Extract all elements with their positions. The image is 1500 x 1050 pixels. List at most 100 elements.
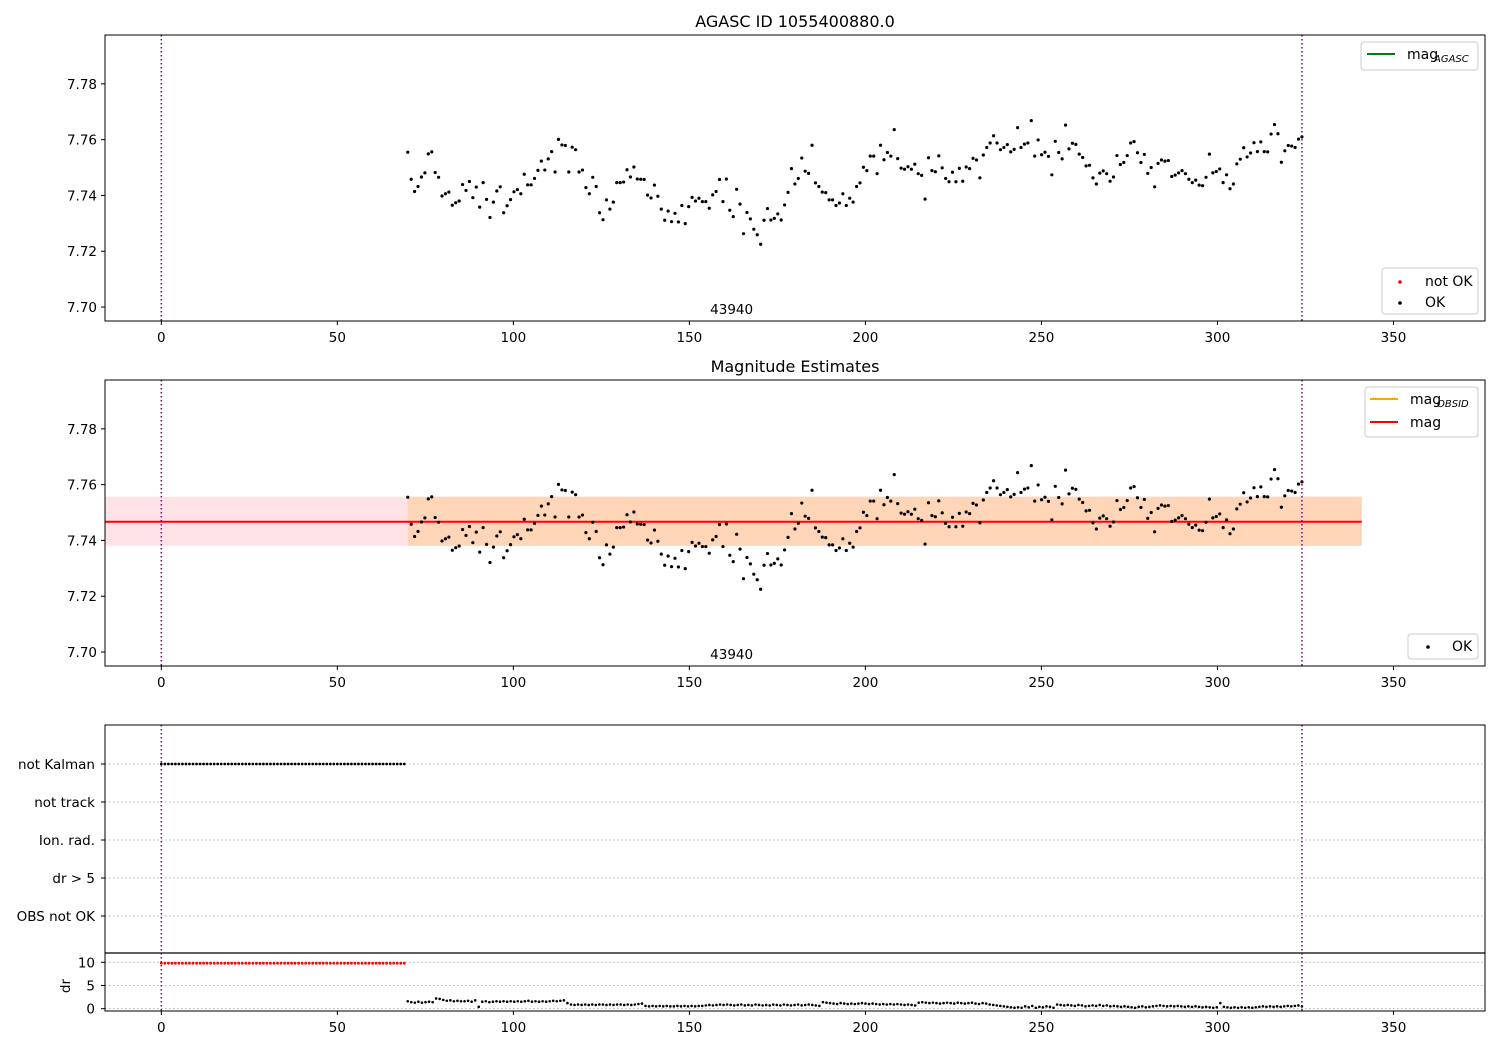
- data-point-ok: [1026, 486, 1030, 490]
- dr-point-ok: [981, 1001, 984, 1005]
- dr-point-ok: [942, 1001, 945, 1005]
- dr-point-not-ok: [402, 961, 406, 965]
- data-point-ok: [988, 486, 992, 490]
- dr-point-ok: [1123, 1005, 1126, 1008]
- dr-point-ok: [1297, 1004, 1300, 1007]
- data-point-ok: [1098, 516, 1102, 520]
- data-point-ok: [1111, 520, 1116, 524]
- data-point-ok: [741, 232, 746, 236]
- data-point-ok: [669, 565, 674, 569]
- p2-ytick-label: 7.78: [67, 422, 97, 438]
- p1-xtick-label: 150: [676, 330, 702, 346]
- dr-point-ok: [1236, 1006, 1240, 1010]
- dr-point-ok: [938, 1002, 942, 1005]
- data-point-ok: [539, 504, 543, 508]
- flag-point: [184, 762, 188, 766]
- dr-point-ok: [857, 1002, 860, 1005]
- data-point-ok: [471, 196, 475, 200]
- dr-point-ok: [1109, 1005, 1112, 1008]
- dr-point-ok: [1091, 1004, 1094, 1007]
- p4-xtick-label: 100: [500, 1020, 526, 1036]
- dr-point-not-ok: [258, 961, 262, 965]
- data-point-ok: [1286, 488, 1290, 493]
- dr-point-ok: [505, 1000, 509, 1004]
- data-point-ok: [1266, 495, 1270, 499]
- dr-point-ok: [477, 1005, 481, 1009]
- data-point-ok: [693, 544, 698, 548]
- dr-point-ok: [821, 1000, 825, 1004]
- dr-point-not-ok: [209, 961, 213, 965]
- data-point-ok: [868, 499, 872, 503]
- data-point-ok: [1207, 152, 1212, 156]
- dr-point-ok: [736, 1003, 740, 1007]
- data-point-ok: [1187, 522, 1191, 526]
- flag-point: [325, 762, 329, 766]
- dr-point-ok: [889, 1002, 892, 1006]
- data-point-ok: [680, 548, 684, 553]
- dr-point-ok: [1133, 1006, 1137, 1010]
- data-point-ok: [1207, 497, 1212, 501]
- dr-point-ok: [548, 999, 551, 1003]
- data-point-ok: [1094, 527, 1098, 531]
- data-point-ok: [447, 190, 451, 194]
- dr-point-ok: [920, 1000, 924, 1004]
- data-point-ok: [577, 170, 581, 174]
- dr-point-ok: [1190, 1005, 1194, 1009]
- data-point-ok: [1156, 506, 1160, 510]
- data-point-ok: [926, 501, 931, 505]
- data-point-ok: [604, 543, 609, 547]
- data-point-ok: [1084, 164, 1088, 168]
- flag-point: [251, 762, 255, 766]
- dr-point-not-ok: [244, 961, 248, 965]
- dr-point-ok: [697, 1004, 701, 1008]
- dr-point-ok: [732, 1004, 736, 1007]
- data-point-ok: [714, 189, 718, 194]
- data-point-ok: [1300, 480, 1304, 484]
- data-point-ok: [611, 200, 615, 204]
- dr-point-ok: [1279, 1005, 1282, 1009]
- dr-point-ok: [739, 1003, 743, 1006]
- data-point-ok: [632, 165, 636, 169]
- flag-point: [177, 762, 181, 766]
- legend-label: not OK: [1425, 274, 1473, 290]
- dr-point-ok: [559, 999, 562, 1003]
- dr-point-ok: [502, 999, 505, 1003]
- data-point-ok: [1098, 171, 1102, 175]
- data-point-ok: [1084, 509, 1088, 513]
- data-point-ok: [995, 141, 999, 145]
- dr-point-ok: [1062, 1004, 1066, 1007]
- p4-xtick-label: 150: [676, 1020, 702, 1036]
- data-point-ok: [1118, 507, 1122, 512]
- data-point-ok: [1156, 161, 1160, 165]
- dr-point-ok: [910, 1003, 913, 1007]
- data-point-ok: [591, 175, 595, 179]
- data-point-ok: [1300, 135, 1304, 139]
- data-point-ok: [776, 212, 780, 216]
- dr-point-ok: [1158, 1004, 1162, 1007]
- dr-point-not-ok: [381, 961, 385, 965]
- data-point-ok: [1070, 141, 1074, 145]
- data-point-ok: [426, 152, 430, 156]
- dr-point-ok: [761, 1004, 764, 1007]
- p4-xtick-label: 50: [329, 1020, 346, 1036]
- legend-label-mag: mag: [1407, 47, 1438, 63]
- data-point-ok: [656, 539, 660, 543]
- data-point-ok: [1272, 467, 1277, 472]
- data-point-ok: [899, 511, 903, 515]
- data-point-ok: [940, 511, 944, 515]
- data-point-ok: [947, 525, 951, 529]
- dr-point-not-ok: [170, 961, 174, 965]
- data-point-ok: [711, 538, 715, 542]
- p1-xtick-label: 100: [500, 330, 526, 346]
- data-point-ok: [1142, 152, 1146, 157]
- data-point-ok: [779, 563, 783, 567]
- dr-point-ok: [1020, 1006, 1023, 1010]
- data-point-ok: [1238, 502, 1242, 506]
- data-point-ok: [813, 526, 818, 530]
- dr-point-ok: [970, 1001, 974, 1004]
- dr-point-not-ok: [392, 961, 396, 965]
- data-point-ok: [1060, 157, 1064, 161]
- data-point-ok: [683, 222, 687, 226]
- data-point-ok: [1077, 497, 1081, 501]
- dr-point-ok: [956, 1001, 960, 1004]
